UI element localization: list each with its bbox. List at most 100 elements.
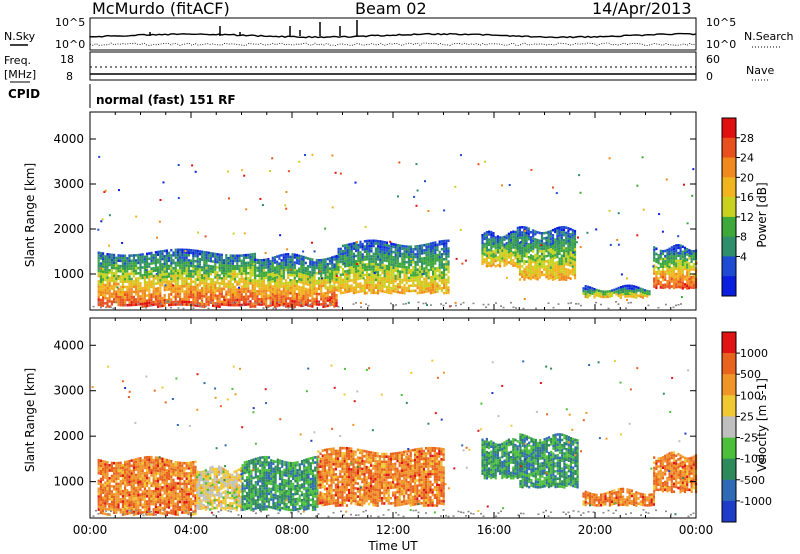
nsky-label: N.Sky (4, 30, 36, 43)
data-cell (115, 298, 118, 301)
data-cell (341, 291, 345, 294)
data-cell (686, 263, 689, 267)
data-cell (352, 303, 355, 305)
data-cell (119, 264, 122, 268)
data-cell (672, 268, 676, 271)
power-x-ticks (89, 112, 697, 310)
data-cell (121, 272, 124, 276)
data-cell (346, 264, 349, 268)
data-cell (115, 290, 118, 293)
data-cell (152, 508, 155, 511)
data-cell (148, 304, 151, 307)
data-cell (265, 300, 268, 303)
data-cell (124, 512, 127, 516)
data-cell (190, 249, 193, 252)
data-cell (681, 255, 684, 259)
data-cell (666, 259, 669, 262)
data-cell (573, 235, 577, 238)
data-cell (335, 273, 338, 276)
data-cell (653, 277, 656, 280)
data-cell (135, 259, 138, 262)
data-cell (390, 302, 392, 305)
data-cell (102, 496, 105, 500)
data-cell (207, 259, 210, 262)
data-cell (346, 287, 349, 291)
data-cell (429, 244, 432, 248)
data-cell (143, 505, 146, 509)
data-cell (547, 275, 550, 278)
data-cell (545, 275, 548, 279)
data-cell (394, 287, 397, 291)
data-cell (165, 503, 168, 506)
data-cell (565, 249, 568, 253)
data-cell (337, 266, 340, 269)
data-cell (146, 466, 149, 469)
data-cell (284, 258, 288, 261)
data-cell (135, 264, 138, 267)
data-cell (346, 251, 349, 255)
data-cell (132, 280, 135, 283)
data-cell (143, 497, 146, 501)
data-cell (242, 280, 245, 283)
data-cell (157, 498, 160, 501)
data-cell (135, 486, 138, 490)
data-cell (488, 251, 491, 254)
data-cell (670, 246, 673, 249)
data-cell (357, 269, 360, 273)
data-cell (311, 268, 314, 272)
data-cell (198, 276, 201, 279)
data-cell (429, 283, 432, 287)
data-cell (681, 245, 684, 248)
data-cell (168, 285, 171, 289)
data-cell (258, 266, 261, 270)
data-cell (447, 255, 450, 258)
data-cell (229, 298, 232, 302)
data-cell (589, 288, 592, 292)
data-cell (207, 275, 210, 278)
data-cell (110, 306, 112, 309)
data-cell (139, 488, 142, 491)
data-cell (159, 281, 162, 285)
data-cell (287, 273, 290, 277)
data-cell (677, 244, 680, 247)
data-cell (284, 294, 288, 298)
data-cell (187, 274, 190, 278)
data-cell (190, 277, 193, 281)
data-cell (407, 271, 410, 275)
data-cell (152, 269, 155, 273)
beam-title: Beam 02 (355, 0, 427, 18)
data-cell (183, 272, 186, 275)
data-cell (309, 276, 312, 279)
data-cell (132, 254, 135, 257)
data-cell (571, 267, 574, 271)
data-cell (247, 297, 250, 301)
data-cell (589, 294, 592, 297)
data-cell (276, 273, 279, 277)
data-cell (110, 300, 113, 303)
data-cell (324, 302, 327, 305)
data-cell (113, 498, 116, 501)
data-cell (512, 264, 515, 267)
data-cell (203, 276, 206, 280)
data-cell (137, 287, 140, 291)
data-cell (139, 300, 142, 303)
data-cell (417, 301, 420, 304)
data-cell (172, 272, 175, 275)
data-cell (300, 291, 303, 295)
data-cell (117, 256, 120, 260)
data-cell (350, 253, 353, 256)
data-cell (154, 458, 157, 462)
data-cell (313, 250, 316, 253)
data-cell (333, 266, 336, 269)
data-cell (298, 285, 301, 289)
data-cell (328, 270, 332, 273)
data-cell (108, 503, 111, 506)
data-cell (567, 302, 570, 305)
data-cell (185, 279, 188, 283)
data-cell (331, 256, 334, 259)
data-cell (157, 250, 160, 254)
data-cell (392, 258, 395, 262)
data-cell (157, 258, 160, 262)
data-cell (227, 269, 230, 273)
data-cell (455, 257, 458, 260)
